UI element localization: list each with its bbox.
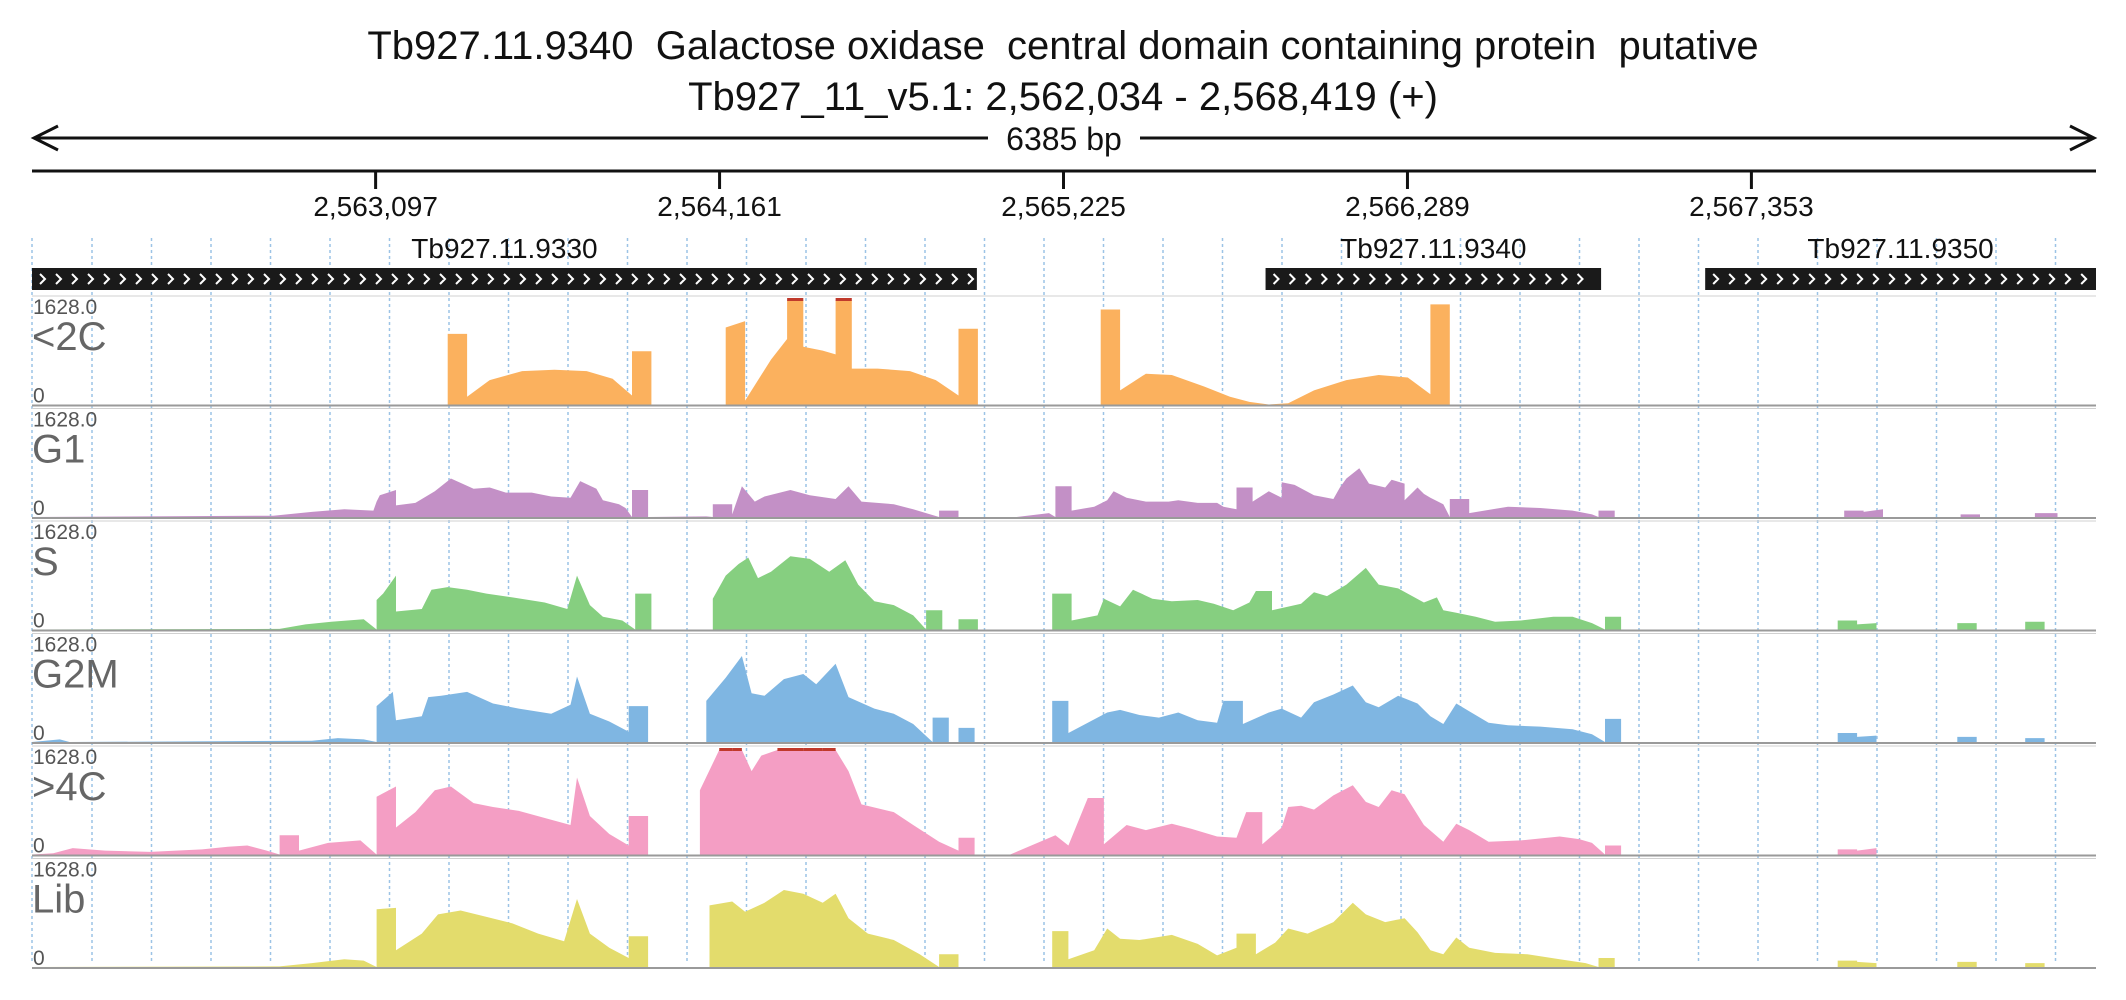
ruler-tick-label: 2,567,353 [1689,191,1814,222]
coverage-area-G1 [32,468,2096,517]
track-label: G2M [32,653,119,697]
coverage-area-Lib [32,890,2096,967]
gene-name: Tb927.11.9340 [1340,233,1526,264]
gene-name: Tb927.11.9330 [411,233,597,264]
coverage-area-G2M [32,656,2096,742]
clip-marker [835,298,852,301]
track-label: G1 [32,428,85,472]
clip-marker [803,748,823,751]
track-label: Lib [32,878,85,922]
span-label: 6385 bp [1006,121,1122,157]
coverage-area-lt2C [32,300,2096,405]
gene-bar [1705,268,2096,290]
gene-strand-chevrons [1712,273,2088,285]
track-ymax-label: 1628.0 [33,859,97,882]
track-label: >4C [32,765,107,809]
gene-bar [1265,268,1602,290]
track-label: <2C [32,315,107,359]
span-arrow-left-head [30,124,59,152]
coverage-area-gt4C [32,750,2096,855]
track-label: S [32,540,59,584]
coverage-area-S [32,556,2096,630]
clip-marker [777,748,804,751]
gene-strand-chevrons [1272,273,1584,285]
ruler-tick-label: 2,564,161 [657,191,782,222]
track-ymax-label: 1628.0 [33,521,97,544]
track-ymin-label: 0 [33,610,45,633]
clip-marker [787,298,804,301]
ruler-tick-label: 2,565,225 [1001,191,1126,222]
clip-marker [732,748,742,751]
gene-name: Tb927.11.9350 [1807,233,1993,264]
track-ymin-label: 0 [33,835,45,858]
gene-bar [32,268,977,290]
track-ymin-label: 0 [33,722,45,745]
region-label: Tb927_11_v5.1: 2,562,034 - 2,568,419 (+) [688,75,1438,119]
track-ymax-label: 1628.0 [33,296,97,319]
span-arrow-right-head [2069,124,2098,152]
track-ymax-label: 1628.0 [33,634,97,657]
chart-title: Tb927.11.9340 Galactose oxidase central … [367,24,1759,68]
ruler-tick-label: 2,566,289 [1345,191,1470,222]
track-ymin-label: 0 [33,385,45,408]
track-ymax-label: 1628.0 [33,409,97,432]
gene-strand-chevrons [39,273,975,285]
ruler-tick-label: 2,563,097 [313,191,438,222]
clip-marker [822,748,836,751]
track-ymin-label: 0 [33,497,45,520]
track-ymin-label: 0 [33,947,45,970]
span-label-bg [988,118,1140,158]
track-ymax-label: 1628.0 [33,746,97,769]
clip-marker [719,748,733,751]
